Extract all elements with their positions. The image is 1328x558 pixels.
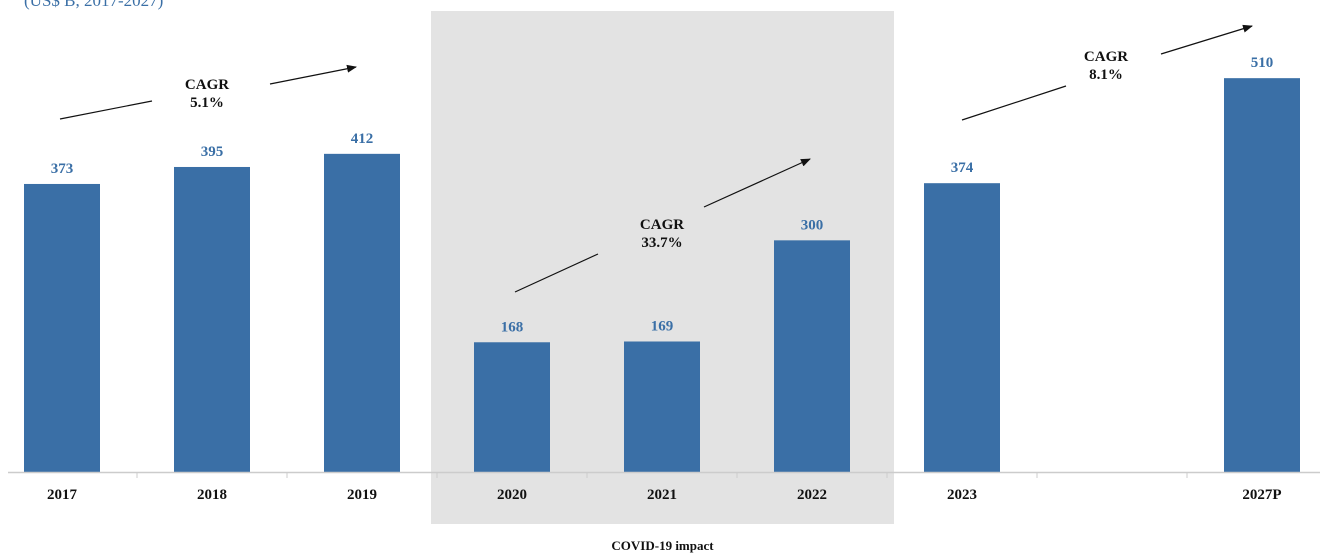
value-label-2020: 168 [501,319,524,335]
cagr-label: CAGR [185,77,229,93]
cagr-label: CAGR [1084,49,1128,65]
value-label-2018: 395 [201,144,224,160]
x-tick-label-2027P: 2027P [1242,487,1281,503]
cagr-value: 33.7% [641,235,682,251]
cagr-arrow-tail [59,100,153,120]
cagr-arrow-tail [514,253,599,293]
bar-2020 [474,342,550,472]
cagr-arrow-tail [961,85,1067,121]
x-tick-label-2021: 2021 [647,487,677,503]
cagr-value: 5.1% [190,95,224,111]
value-label-2022: 300 [801,217,824,233]
value-label-2027P: 510 [1251,55,1274,71]
bar-2023 [924,183,1000,472]
value-label-2017: 373 [51,161,74,177]
bar-2019 [324,153,400,472]
cagr-arrow-head [703,158,811,208]
value-label-2021: 169 [651,318,674,334]
value-label-2023: 374 [951,160,974,176]
x-tick-label-2023: 2023 [947,487,977,503]
cagr-label: CAGR [640,217,684,233]
x-tick-label-2022: 2022 [797,487,827,503]
bar-2021 [624,341,700,472]
value-label-2019: 412 [351,131,374,147]
bar-2017 [24,183,100,472]
x-tick-label-2018: 2018 [197,487,227,503]
bar-2018 [174,166,250,472]
covid-impact-label: COVID-19 impact [611,538,714,553]
bar-2022 [774,240,850,472]
x-tick-label-2017: 2017 [47,487,78,503]
header-cut-off-text: (US$ B, 2017-2027) [24,0,163,10]
x-tick-label-2019: 2019 [347,487,377,503]
cagr-value: 8.1% [1089,67,1123,83]
cagr-arrow-head [1160,24,1253,55]
bar-2027P [1224,78,1300,473]
cagr-arrow-head [269,64,357,85]
x-tick-label-2020: 2020 [497,487,527,503]
